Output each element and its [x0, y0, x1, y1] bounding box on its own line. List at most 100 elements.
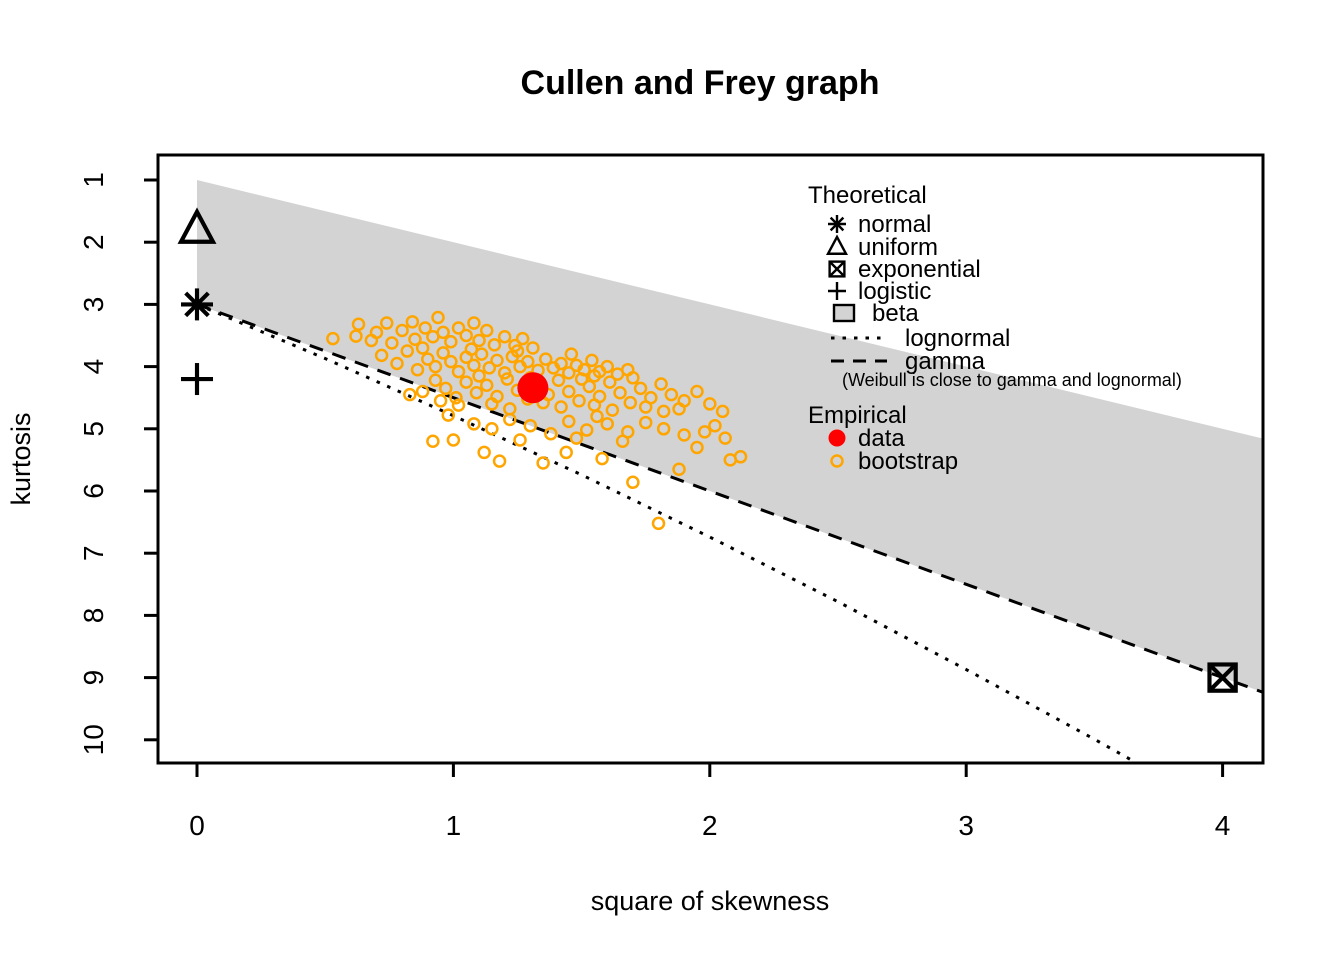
bootstrap-point — [405, 315, 420, 329]
x-axis-tick-label: 4 — [1215, 810, 1231, 841]
bootstrap-point — [326, 331, 340, 346]
bootstrap-point — [551, 373, 566, 388]
bootstrap-point — [479, 378, 494, 393]
legend-item-exponential: exponential — [858, 256, 981, 283]
bootstrap-point — [697, 425, 712, 439]
bootstrap-point — [415, 341, 430, 355]
bootstrap-point — [487, 338, 502, 352]
bootstrap-point — [526, 341, 540, 355]
legend-marker-normal — [828, 215, 846, 233]
legend-item-beta: beta — [872, 300, 919, 327]
x-axis-tick-label: 0 — [189, 810, 205, 841]
bootstrap-point — [472, 333, 486, 348]
x-axis-tick-label: 3 — [958, 810, 974, 841]
bootstrap-point — [500, 372, 514, 386]
bootstrap-point — [536, 456, 550, 470]
scatter-points-group — [326, 310, 748, 531]
bootstrap-point — [690, 384, 704, 399]
y-axis-tick-label: 4 — [78, 359, 109, 375]
bootstrap-point — [421, 352, 435, 366]
bootstrap-point — [654, 377, 668, 391]
bootstrap-point — [418, 321, 432, 335]
exponential-marker — [1207, 662, 1238, 693]
bootstrap-point — [477, 445, 491, 460]
bootstrap-point — [485, 422, 499, 436]
bootstrap-point — [715, 404, 730, 419]
x-axis-label: square of skewness — [591, 886, 830, 916]
bootstrap-point — [428, 373, 443, 388]
bootstrap-point — [600, 417, 614, 431]
legend-item-lognormal: lognormal — [905, 325, 1010, 352]
bootstrap-point — [436, 346, 450, 360]
legend-weibull-note: (Weibull is close to gamma and lognormal… — [842, 370, 1182, 390]
bootstrap-point — [718, 431, 732, 445]
bootstrap-point — [469, 385, 484, 400]
y-axis-tick-label: 9 — [78, 670, 109, 686]
bootstrap-point — [497, 366, 512, 380]
bootstrap-point — [574, 372, 589, 386]
bootstrap-point — [351, 317, 366, 332]
bootstrap-point — [603, 375, 617, 389]
bootstrap-point — [441, 408, 456, 422]
theoretical-markers-group — [177, 207, 1238, 693]
bootstrap-point — [544, 427, 558, 441]
y-axis-tick-label: 10 — [78, 724, 109, 755]
bootstrap-point — [677, 428, 691, 442]
bootstrap-point — [426, 434, 440, 448]
bootstrap-point — [451, 364, 466, 379]
bootstrap-point — [464, 342, 479, 356]
bootstrap-point — [562, 414, 576, 429]
logistic-marker — [181, 363, 213, 396]
bootstrap-point — [415, 384, 430, 399]
bootstrap-point — [605, 403, 620, 417]
y-axis-tick-label: 7 — [78, 545, 109, 561]
bootstrap-point — [482, 361, 497, 375]
bootstrap-point — [395, 323, 409, 338]
bootstrap-point — [431, 310, 445, 325]
bootstrap-point — [595, 451, 609, 466]
legend-marker-bootstrap — [830, 454, 844, 468]
legend-item-bootstrap: bootstrap — [858, 448, 958, 475]
y-axis-tick-label: 2 — [78, 234, 109, 250]
bootstrap-point — [459, 375, 473, 389]
bootstrap-point — [708, 418, 722, 433]
bootstrap-point — [438, 381, 453, 396]
uniform-marker — [177, 207, 217, 244]
bootstrap-point — [656, 404, 671, 419]
legend-group: Theoreticalnormaluniformexponentiallogis… — [808, 182, 1182, 475]
bootstrap-point — [626, 475, 640, 490]
bootstrap-point — [479, 323, 494, 338]
bootstrap-point — [672, 462, 686, 476]
bootstrap-point — [562, 384, 576, 399]
bootstrap-point — [446, 433, 461, 447]
bootstrap-point — [579, 423, 594, 437]
bootstrap-point — [664, 387, 679, 402]
gamma-line — [196, 302, 1263, 694]
legend-item-data: data — [858, 425, 905, 452]
bootstrap-point — [523, 418, 538, 433]
bootstrap-point — [590, 409, 604, 424]
bootstrap-point — [385, 336, 399, 350]
legend-marker-logistic — [828, 282, 846, 300]
bootstrap-point — [554, 400, 568, 414]
bootstrap-point — [564, 347, 579, 361]
bootstrap-point — [554, 356, 568, 371]
legend-marker-exponential — [828, 260, 846, 278]
legend-theoretical-header: Theoretical — [808, 182, 927, 209]
bootstrap-point — [459, 328, 473, 343]
bootstrap-point — [449, 390, 463, 405]
y-axis-tick-label: 3 — [78, 297, 109, 313]
bootstrap-point — [613, 385, 627, 400]
x-axis-tick-label: 2 — [702, 810, 718, 841]
bootstrap-point — [374, 348, 389, 363]
legend-item-logistic: logistic — [858, 278, 931, 305]
y-axis-tick-label: 8 — [78, 608, 109, 624]
bootstrap-point — [451, 398, 466, 412]
bootstrap-point — [379, 316, 394, 330]
bootstrap-point — [428, 359, 443, 374]
bootstrap-point — [472, 369, 486, 383]
bootstrap-point — [474, 347, 489, 361]
bootstrap-point — [633, 381, 648, 396]
bootstrap-point — [467, 316, 481, 330]
